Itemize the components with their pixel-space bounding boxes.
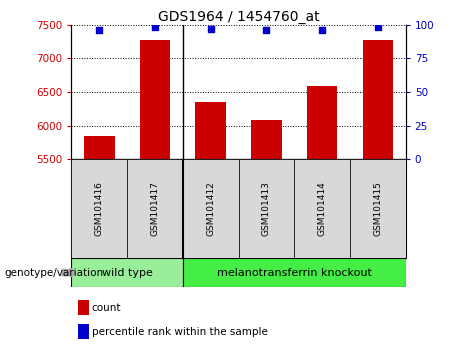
- Bar: [251, 120, 282, 159]
- Bar: [183, 258, 406, 287]
- Bar: [195, 102, 226, 159]
- Text: genotype/variation: genotype/variation: [5, 268, 104, 278]
- Text: GSM101412: GSM101412: [206, 182, 215, 236]
- Bar: [140, 40, 170, 159]
- Bar: [127, 159, 183, 258]
- Bar: [71, 258, 183, 287]
- Text: GSM101415: GSM101415: [373, 181, 382, 236]
- Text: count: count: [91, 303, 121, 313]
- Point: [263, 27, 270, 33]
- Bar: [78, 300, 89, 315]
- Bar: [238, 159, 294, 258]
- Bar: [183, 159, 238, 258]
- Bar: [78, 324, 89, 339]
- Point: [151, 25, 159, 30]
- Bar: [350, 159, 406, 258]
- Text: wild type: wild type: [102, 268, 153, 278]
- Text: melanotransferrin knockout: melanotransferrin knockout: [217, 268, 372, 278]
- Bar: [362, 40, 393, 159]
- Point: [207, 26, 214, 32]
- Bar: [71, 159, 127, 258]
- Text: GSM101413: GSM101413: [262, 181, 271, 236]
- Title: GDS1964 / 1454760_at: GDS1964 / 1454760_at: [158, 10, 319, 24]
- Text: GSM101417: GSM101417: [150, 181, 160, 236]
- Point: [374, 25, 382, 30]
- Text: percentile rank within the sample: percentile rank within the sample: [91, 327, 267, 337]
- Bar: [294, 159, 350, 258]
- Point: [95, 27, 103, 33]
- Text: GSM101414: GSM101414: [318, 182, 327, 236]
- Text: GSM101416: GSM101416: [95, 181, 104, 236]
- Bar: [84, 136, 115, 159]
- Bar: [307, 86, 337, 159]
- Point: [319, 27, 326, 33]
